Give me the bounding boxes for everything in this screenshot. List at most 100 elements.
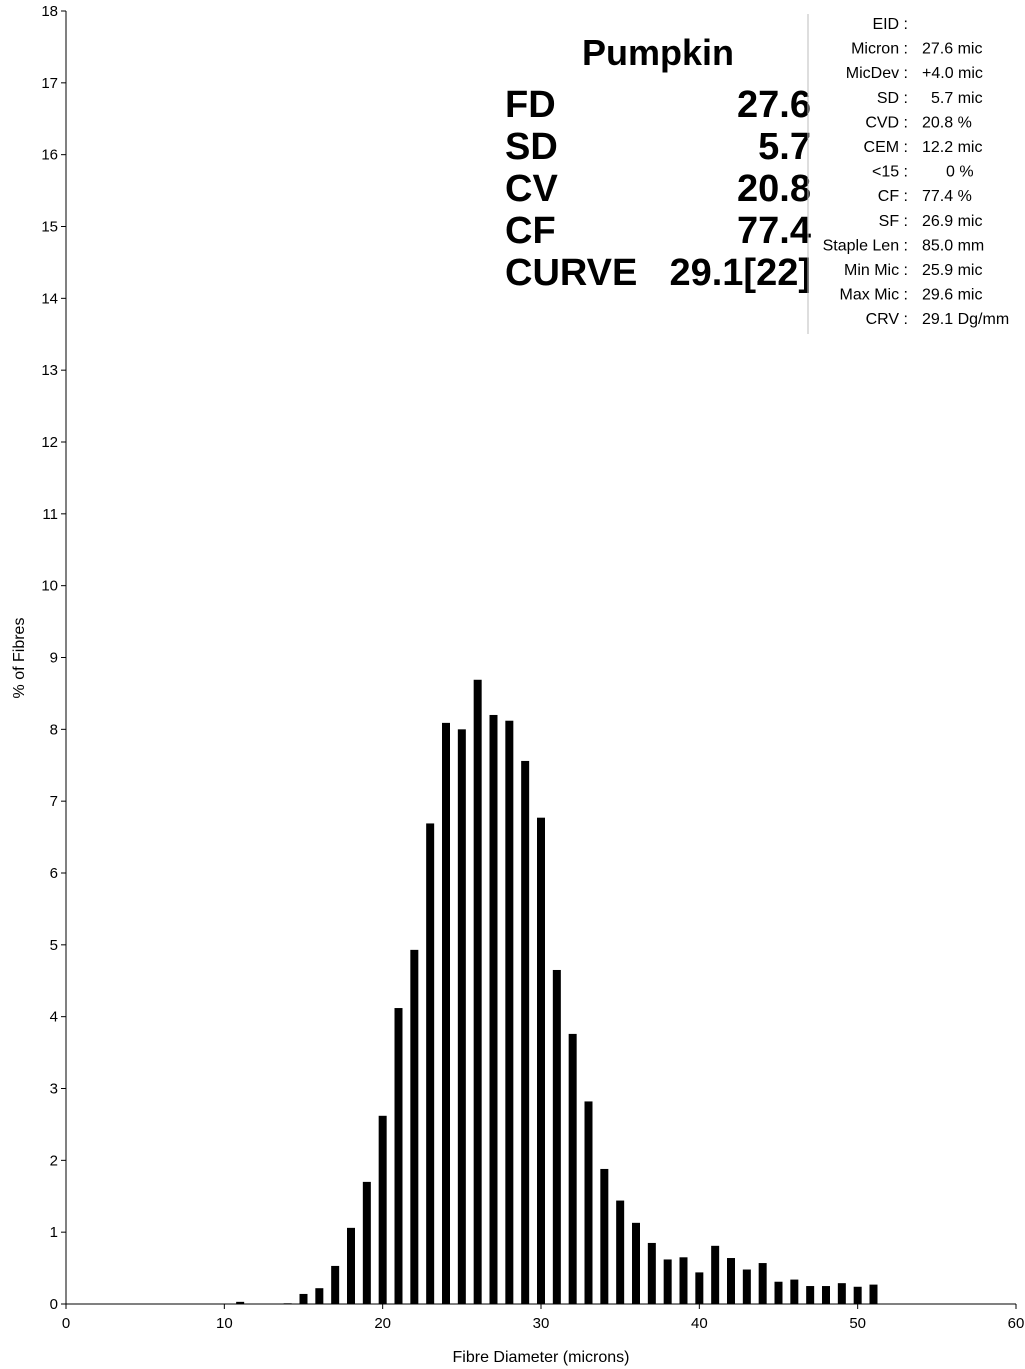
- stat-value: 29.1 Dg/mm: [922, 311, 1009, 328]
- summary-label: CURVE: [505, 252, 637, 294]
- y-tick-label: 14: [41, 290, 58, 307]
- bar-49: [837, 1283, 846, 1304]
- bar-30: [537, 817, 545, 1304]
- stat-value: 29.6 mic: [922, 287, 982, 304]
- bar-46: [790, 1279, 799, 1304]
- bar-33: [584, 1101, 593, 1304]
- summary-rows: FD 27.6 SD 5.7 CV 20.8 CF 77.4 CURVE 29.1[22]: [505, 84, 811, 294]
- y-tick-label: 5: [50, 937, 58, 954]
- summary-label: SD: [505, 126, 558, 168]
- stat-value: 26.9 mic: [922, 213, 982, 230]
- y-tick-label: 7: [50, 793, 58, 810]
- stat-value: 0 %: [946, 164, 974, 181]
- bar-15: [299, 1293, 308, 1304]
- bar-40: [695, 1272, 704, 1304]
- x-tick-labels: 0 10 20 30 40 50 60: [62, 1315, 1025, 1332]
- y-tick-label: 2: [50, 1152, 58, 1169]
- y-tick-label: 15: [41, 219, 58, 236]
- x-tick-label: 30: [533, 1315, 550, 1332]
- bar-51: [869, 1284, 878, 1304]
- bar-47: [806, 1286, 815, 1304]
- summary-value: 20.8: [737, 168, 811, 210]
- bar-32: [568, 1033, 577, 1304]
- stat-label: CF :: [878, 188, 908, 205]
- stat-label: CRV :: [866, 311, 908, 328]
- stat-label: CEM :: [864, 139, 908, 156]
- x-tick-label: 20: [374, 1315, 391, 1332]
- stat-value: 12.2 mic: [922, 139, 982, 156]
- stat-label: MicDev :: [846, 65, 908, 82]
- stat-label: SF :: [879, 213, 908, 230]
- x-tick-label: 10: [216, 1315, 233, 1332]
- stat-value: 85.0 mm: [922, 237, 984, 254]
- bar-22: [410, 949, 419, 1304]
- y-tick-label: 12: [41, 434, 58, 451]
- bar-41: [711, 1245, 720, 1304]
- summary-panel: Pumpkin FD 27.6 SD 5.7 CV 20.8 CF 77.4 CURVE 29.1…: [505, 32, 811, 294]
- stat-label: Max Mic :: [840, 287, 908, 304]
- summary-label: CV: [505, 168, 558, 210]
- stat-label: CVD :: [865, 114, 908, 131]
- y-tick-label: 3: [50, 1081, 58, 1098]
- bar-42: [727, 1258, 735, 1304]
- bar-45: [774, 1281, 783, 1304]
- bar-11: [236, 1301, 245, 1304]
- bar-39: [679, 1257, 688, 1304]
- y-tick-label: 6: [50, 865, 58, 882]
- summary-label: CF: [505, 210, 556, 252]
- x-axis-title: Fibre Diameter (microns): [453, 1349, 630, 1366]
- stat-label: SD :: [877, 90, 908, 107]
- summary-label: FD: [505, 84, 556, 126]
- summary-value: 5.7: [758, 126, 811, 168]
- bars: [236, 679, 878, 1304]
- bar-16: [315, 1288, 324, 1304]
- y-tick-label: 1: [50, 1224, 58, 1241]
- summary-value: 29.1[22]: [669, 252, 811, 294]
- bar-21: [394, 1008, 403, 1304]
- bar-35: [616, 1200, 625, 1304]
- bar-37: [647, 1242, 656, 1304]
- bar-23: [426, 823, 435, 1304]
- bar-17: [331, 1265, 340, 1304]
- y-tick-label: 9: [50, 650, 58, 667]
- bar-14: [283, 1303, 292, 1304]
- y-axis-title: % of Fibres: [11, 618, 28, 699]
- bar-38: [663, 1259, 672, 1304]
- stat-value: 27.6 mic: [922, 41, 982, 58]
- stat-value: 77.4 %: [922, 188, 972, 205]
- bar-25: [457, 729, 466, 1304]
- bar-19: [362, 1181, 371, 1304]
- bar-48: [822, 1286, 830, 1304]
- x-tick-label: 60: [1008, 1315, 1025, 1332]
- bar-29: [521, 760, 530, 1304]
- stat-label: Min Mic :: [844, 262, 908, 279]
- y-tick-label: 0: [50, 1296, 58, 1313]
- bar-27: [489, 714, 498, 1304]
- x-tick-label: 40: [691, 1315, 708, 1332]
- stat-label: EID :: [872, 16, 908, 33]
- bar-50: [853, 1286, 862, 1304]
- y-tick-label: 13: [41, 362, 58, 379]
- bar-20: [378, 1115, 387, 1304]
- bar-31: [552, 969, 561, 1304]
- y-tick-label: 16: [41, 147, 58, 164]
- x-tick-label: 50: [849, 1315, 866, 1332]
- bar-34: [600, 1168, 609, 1304]
- y-tick-label: 18: [41, 3, 58, 20]
- stat-label: Micron :: [851, 41, 908, 58]
- y-tick-label: 8: [50, 721, 58, 738]
- y-tick-label: 4: [50, 1009, 58, 1026]
- stat-label: <15 :: [872, 164, 908, 181]
- bar-28: [505, 720, 514, 1304]
- sample-name: Pumpkin: [582, 32, 734, 73]
- y-tick-label: 17: [41, 75, 58, 92]
- stat-value: 5.7 mic: [931, 90, 983, 107]
- x-tick-label: 0: [62, 1315, 70, 1332]
- summary-value: 27.6: [737, 84, 811, 126]
- stat-label: Staple Len :: [823, 237, 908, 254]
- bar-36: [632, 1222, 640, 1304]
- bar-44: [758, 1263, 767, 1304]
- stat-value: +4.0 mic: [922, 65, 983, 82]
